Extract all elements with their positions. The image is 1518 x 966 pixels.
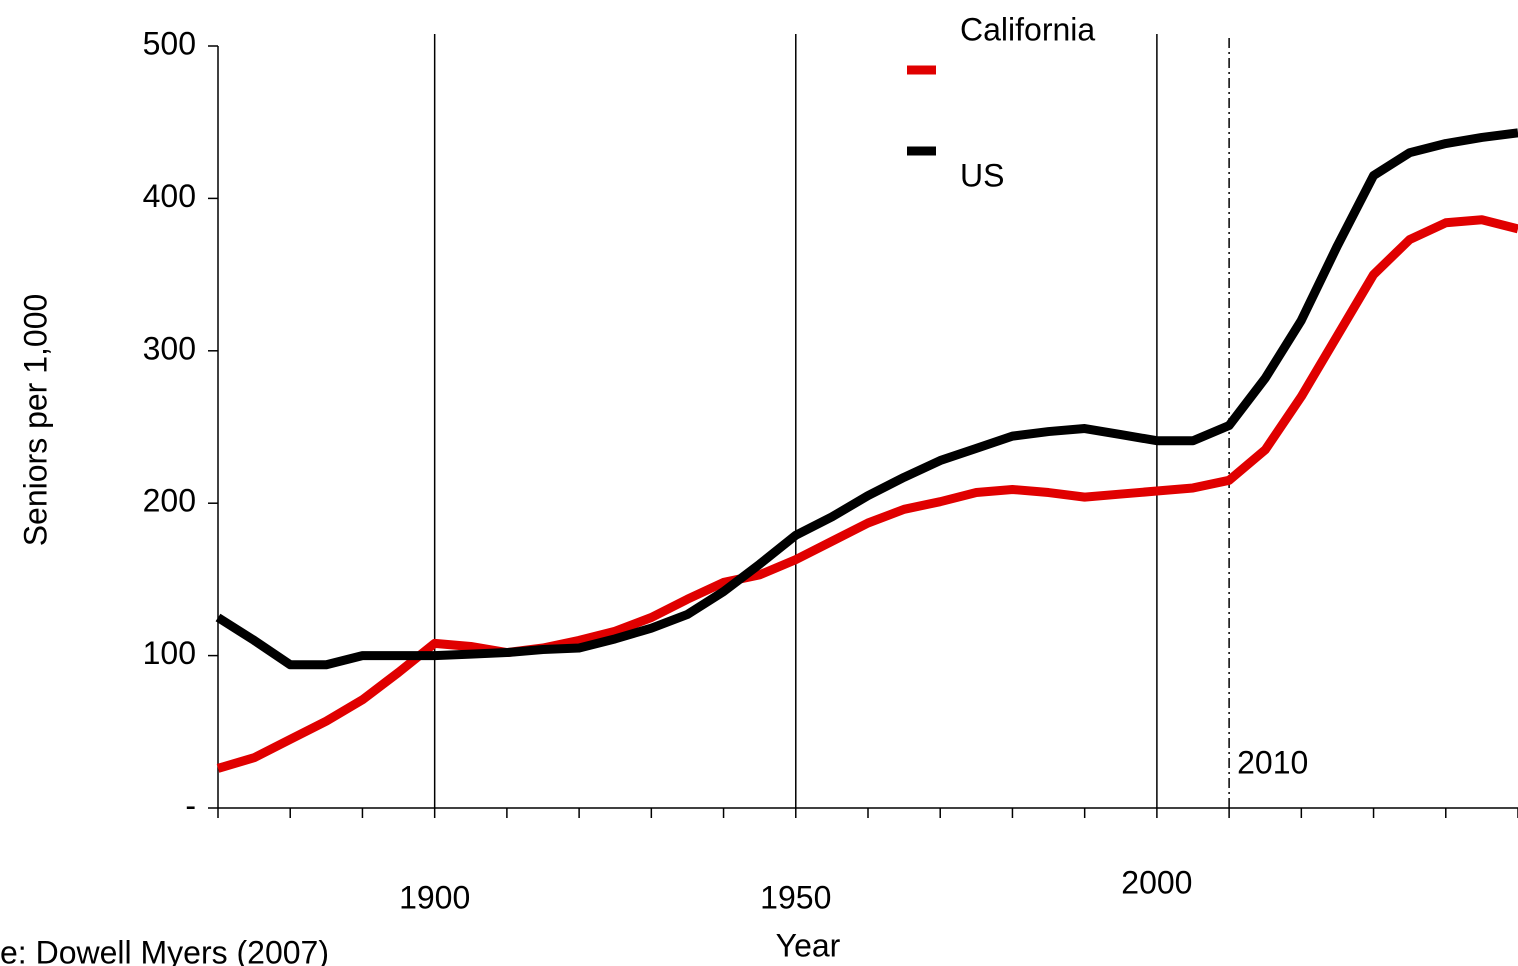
y-tick-label: 400: [143, 178, 196, 214]
x-tick-label: 1900: [399, 879, 470, 915]
y-tick-label: 500: [143, 25, 196, 61]
x-tick-label: 2000: [1121, 864, 1192, 900]
source: e: Dowell Myers (2007): [0, 934, 329, 966]
legend-label: US: [960, 157, 1004, 193]
y-tick-label: 300: [143, 330, 196, 366]
x-tick-label: 1950: [760, 879, 831, 915]
reference-label: 2010: [1237, 744, 1308, 780]
y-tick-label: -: [185, 787, 196, 823]
y-axis-label: Seniors per 1,000: [17, 294, 53, 547]
x-axis-label: Year: [776, 927, 841, 963]
y-tick-label: 200: [143, 483, 196, 519]
series-line: [216, 215, 1518, 773]
y-tick-label: 100: [143, 635, 196, 671]
legend-label: California: [960, 11, 1095, 47]
series-line: [215, 128, 1518, 670]
